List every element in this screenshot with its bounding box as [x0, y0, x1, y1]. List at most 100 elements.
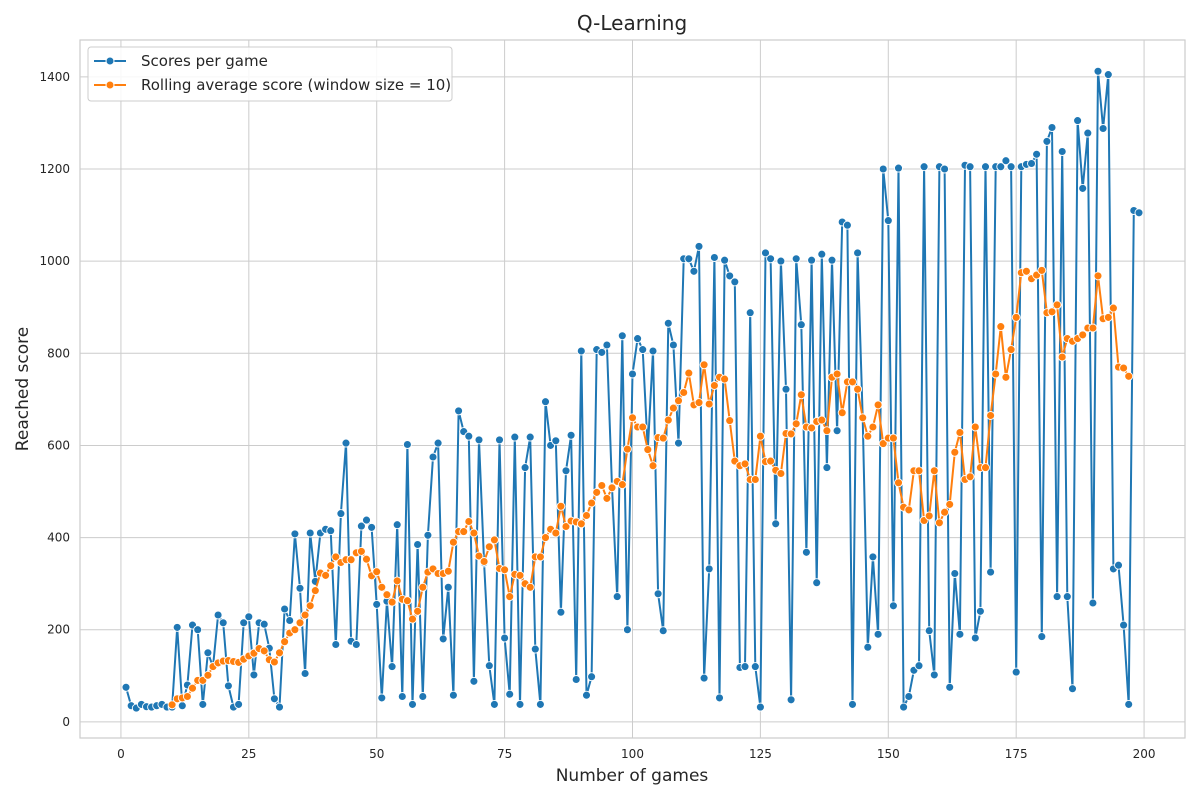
- data-point: [1103, 70, 1113, 80]
- data-point: [755, 431, 765, 441]
- data-point: [643, 445, 653, 455]
- data-point: [709, 381, 719, 390]
- data-point: [740, 459, 750, 469]
- data-point: [750, 475, 760, 484]
- data-point: [638, 422, 648, 432]
- data-point: [464, 517, 474, 526]
- data-point: [750, 662, 760, 672]
- data-point: [1006, 162, 1016, 172]
- data-point: [955, 629, 965, 639]
- data-point: [167, 700, 177, 710]
- data-point: [597, 347, 607, 357]
- data-point: [894, 163, 903, 173]
- data-point: [668, 340, 678, 350]
- data-point: [244, 612, 254, 622]
- data-point: [387, 662, 397, 672]
- data-point: [525, 432, 535, 442]
- data-point: [464, 431, 474, 441]
- data-point: [1124, 699, 1134, 709]
- data-point: [561, 522, 571, 531]
- data-point: [372, 567, 382, 577]
- data-point: [1006, 345, 1016, 355]
- data-point: [848, 699, 857, 709]
- data-point: [715, 693, 724, 703]
- data-point: [556, 607, 566, 617]
- data-point: [341, 438, 351, 448]
- data-point: [668, 403, 678, 413]
- data-point: [402, 596, 412, 606]
- data-point: [883, 216, 893, 226]
- data-point: [1073, 116, 1083, 126]
- data-point: [694, 241, 704, 251]
- data-point: [617, 480, 627, 490]
- data-point: [582, 511, 591, 520]
- data-point: [965, 472, 975, 482]
- data-point: [484, 542, 494, 552]
- y-tick-label: 1000: [39, 254, 70, 268]
- data-point: [796, 390, 806, 400]
- data-point: [924, 511, 934, 521]
- data-point: [397, 692, 407, 701]
- data-point: [305, 601, 315, 611]
- data-point: [807, 423, 817, 433]
- y-axis-label: Reached score: [13, 327, 33, 451]
- data-point: [203, 670, 213, 680]
- data-point: [832, 369, 842, 379]
- data-point: [622, 444, 632, 454]
- data-point: [576, 346, 586, 356]
- data-point: [428, 452, 438, 462]
- plot-frame: [79, 39, 1186, 739]
- data-point: [945, 682, 955, 692]
- data-point: [285, 616, 295, 625]
- data-point: [991, 369, 1001, 379]
- data-point: [1119, 620, 1129, 630]
- data-point: [259, 619, 269, 629]
- data-point: [975, 606, 985, 616]
- data-point: [970, 422, 980, 432]
- data-point: [689, 266, 699, 276]
- series-line: [171, 269, 1130, 706]
- data-point: [791, 419, 801, 429]
- series-rolling-average: [167, 265, 1134, 710]
- data-point: [433, 438, 443, 448]
- y-tick-label: 800: [47, 346, 70, 360]
- data-point: [336, 509, 346, 519]
- data-point: [259, 646, 269, 656]
- data-point: [402, 440, 412, 449]
- data-point: [694, 398, 704, 408]
- data-point: [674, 438, 683, 448]
- legend-box: [87, 46, 453, 102]
- data-point: [443, 582, 453, 592]
- data-point: [1037, 265, 1047, 275]
- data-point: [1021, 266, 1031, 276]
- data-point: [924, 626, 934, 636]
- data-point: [1062, 592, 1072, 602]
- data-point: [929, 466, 939, 476]
- data-point: [1088, 598, 1098, 608]
- data-point: [597, 481, 607, 490]
- x-tick-label: 0: [117, 747, 125, 761]
- data-point: [648, 346, 658, 356]
- data-point: [479, 557, 489, 566]
- data-point: [535, 552, 545, 562]
- data-point: [408, 699, 417, 709]
- data-point: [628, 369, 637, 379]
- data-point: [970, 633, 980, 643]
- data-point: [500, 565, 510, 575]
- data-point: [489, 535, 499, 545]
- data-point: [1119, 363, 1129, 373]
- data-point: [525, 582, 535, 592]
- data-point: [878, 164, 888, 174]
- data-point: [904, 692, 914, 701]
- data-point: [423, 530, 433, 540]
- data-point: [955, 428, 965, 437]
- data-point: [801, 547, 811, 557]
- data-point: [203, 648, 213, 658]
- data-point: [1078, 330, 1088, 340]
- x-tick-label: 200: [1133, 747, 1156, 761]
- data-point: [382, 590, 392, 600]
- data-point: [280, 604, 290, 614]
- legend-marker-scores: [105, 56, 115, 66]
- data-point: [996, 162, 1006, 172]
- data-point: [469, 676, 479, 686]
